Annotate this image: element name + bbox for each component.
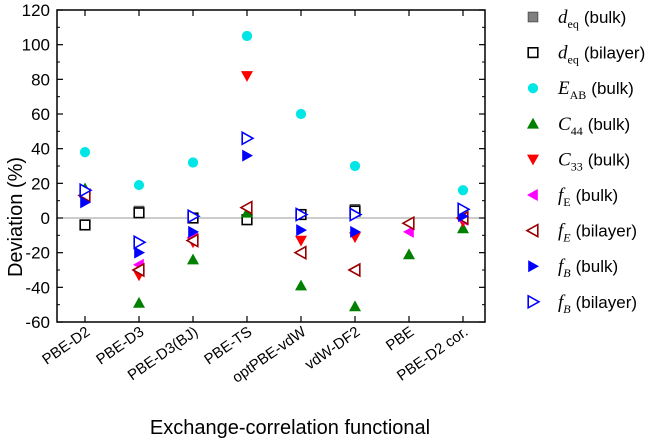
y-axis-label: Deviation (%) bbox=[5, 157, 27, 277]
data-point bbox=[295, 279, 307, 291]
data-point bbox=[241, 130, 255, 146]
y-tick-label: -60 bbox=[25, 313, 50, 332]
data-point bbox=[241, 71, 253, 82]
legend-marker bbox=[527, 46, 539, 59]
data-point bbox=[133, 207, 145, 219]
data-point bbox=[241, 30, 253, 42]
legend-label: C33 (bulk) bbox=[558, 149, 630, 173]
data-point bbox=[187, 208, 201, 224]
data-point bbox=[295, 108, 307, 120]
data-point bbox=[350, 225, 361, 238]
legend-label: deq (bulk) bbox=[558, 7, 626, 31]
data-point bbox=[347, 262, 361, 278]
data-point bbox=[188, 225, 199, 238]
y-tick-label: -20 bbox=[25, 244, 50, 263]
series-6 bbox=[79, 191, 468, 276]
data-point bbox=[349, 300, 361, 312]
data-point bbox=[349, 207, 363, 222]
legend-item: C44 (bulk) bbox=[527, 114, 630, 138]
legend-label: fB (bulk) bbox=[558, 256, 618, 280]
legend-label: C44 (bulk) bbox=[558, 114, 630, 138]
data-point bbox=[133, 234, 147, 250]
data-point bbox=[187, 157, 199, 168]
data-point bbox=[296, 224, 307, 237]
data-point bbox=[349, 160, 361, 172]
data-point bbox=[80, 196, 91, 209]
legend-item: deq (bilayer) bbox=[527, 43, 645, 67]
data-point bbox=[293, 245, 307, 261]
legend-marker bbox=[527, 294, 541, 310]
legend-item: EAB (bulk) bbox=[527, 78, 634, 102]
data-point bbox=[185, 233, 199, 248]
y-tick-label: 100 bbox=[22, 36, 50, 55]
data-point bbox=[133, 179, 145, 191]
x-axis-label: Exchange-correlation functional bbox=[150, 417, 430, 439]
data-point bbox=[295, 235, 307, 247]
legend-item: C33 (bulk) bbox=[527, 149, 630, 173]
series-8 bbox=[80, 149, 469, 259]
legend: deq (bulk) deq (bilayer) EAB (bulk) C44 (bulk) C… bbox=[525, 7, 645, 316]
y-tick-label: 20 bbox=[31, 174, 50, 193]
data-point bbox=[134, 246, 145, 259]
legend-label: fE (bilayer) bbox=[558, 221, 637, 245]
series-1 bbox=[79, 204, 361, 231]
legend-marker bbox=[527, 154, 539, 166]
y-tick-label: 60 bbox=[31, 105, 50, 124]
x-tick-label: PBE bbox=[383, 323, 417, 354]
data-point bbox=[295, 207, 309, 222]
legend-marker bbox=[527, 189, 538, 201]
data-point bbox=[131, 262, 145, 278]
legend-marker bbox=[527, 83, 539, 94]
y-tick-label: 120 bbox=[22, 1, 50, 20]
data-point bbox=[457, 201, 471, 217]
data-point bbox=[401, 215, 415, 231]
legend-label: EAB (bulk) bbox=[557, 78, 634, 102]
series-3 bbox=[79, 30, 469, 196]
data-point bbox=[457, 185, 469, 196]
legend-label: fB (bilayer) bbox=[558, 292, 637, 316]
data-point bbox=[79, 182, 93, 198]
data-point bbox=[239, 200, 253, 215]
series-9 bbox=[79, 130, 471, 250]
y-tick-label: 0 bbox=[41, 209, 50, 228]
legend-marker bbox=[528, 260, 539, 273]
data-point bbox=[457, 222, 469, 234]
plot-frame bbox=[56, 9, 486, 323]
legend-item: deq (bulk) bbox=[527, 7, 626, 31]
data-point bbox=[403, 225, 414, 238]
data-point bbox=[79, 147, 91, 158]
legend-label: deq (bilayer) bbox=[558, 43, 645, 67]
data-point bbox=[403, 248, 415, 260]
data-point bbox=[242, 149, 253, 162]
legend-item: fB (bilayer) bbox=[527, 292, 637, 316]
legend-item: fE (bilayer) bbox=[525, 221, 637, 245]
y-tick-label: 80 bbox=[31, 70, 50, 89]
data-point bbox=[241, 206, 253, 218]
data-point bbox=[133, 296, 145, 308]
plot-area bbox=[57, 30, 485, 312]
y-tick-label: -40 bbox=[25, 278, 50, 297]
data-point bbox=[79, 219, 91, 231]
legend-marker bbox=[527, 11, 539, 23]
y-tick-label: 40 bbox=[31, 140, 50, 159]
legend-marker bbox=[525, 223, 539, 238]
legend-label: fE (bulk) bbox=[558, 185, 618, 209]
legend-marker bbox=[527, 117, 539, 129]
x-tick-label: vdW-DF2 bbox=[302, 323, 363, 373]
legend-item: fE (bulk) bbox=[527, 185, 618, 209]
legend-item: fB (bulk) bbox=[528, 256, 618, 280]
data-point bbox=[187, 253, 199, 265]
